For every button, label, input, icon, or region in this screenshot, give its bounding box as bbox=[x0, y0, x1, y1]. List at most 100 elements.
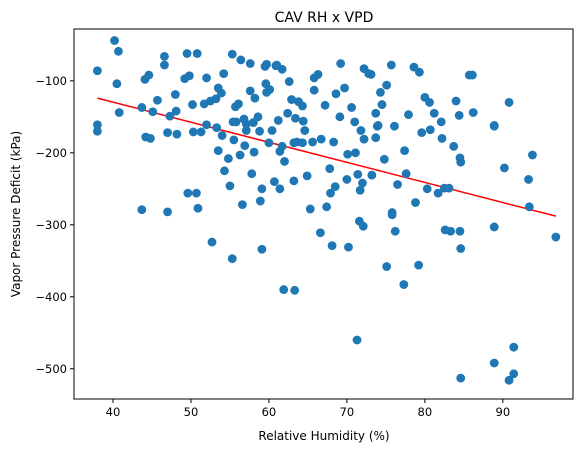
data-point bbox=[436, 117, 446, 127]
data-point bbox=[509, 342, 519, 352]
data-point bbox=[280, 157, 289, 166]
data-point bbox=[353, 170, 363, 179]
data-point bbox=[358, 221, 368, 231]
data-point bbox=[283, 108, 293, 118]
y-axis-ticks: −500 −400 −300 −200 −100 bbox=[35, 74, 74, 376]
data-point bbox=[165, 111, 175, 121]
data-point bbox=[468, 70, 477, 80]
data-point bbox=[425, 98, 434, 107]
data-point bbox=[269, 177, 279, 187]
data-point bbox=[444, 183, 454, 193]
data-point bbox=[250, 93, 260, 103]
data-point bbox=[148, 107, 158, 117]
data-point bbox=[160, 51, 169, 61]
data-point bbox=[188, 127, 198, 137]
data-point bbox=[227, 254, 237, 264]
data-point bbox=[390, 226, 400, 236]
data-point bbox=[309, 85, 319, 95]
data-point bbox=[504, 375, 514, 385]
data-point bbox=[456, 244, 466, 253]
data-point bbox=[414, 260, 424, 270]
data-point bbox=[273, 116, 283, 125]
data-point bbox=[240, 141, 250, 151]
data-point bbox=[329, 137, 339, 147]
data-point bbox=[290, 285, 300, 295]
data-point bbox=[92, 126, 102, 136]
data-point bbox=[335, 112, 345, 122]
data-point bbox=[196, 127, 206, 137]
data-point bbox=[355, 185, 365, 195]
data-point bbox=[499, 163, 509, 173]
data-point bbox=[284, 77, 294, 86]
data-point bbox=[171, 106, 181, 116]
data-point bbox=[245, 59, 255, 68]
data-point bbox=[236, 55, 246, 65]
data-point bbox=[401, 169, 411, 179]
data-point bbox=[308, 137, 317, 147]
data-point bbox=[216, 88, 226, 98]
data-point bbox=[229, 135, 239, 145]
data-point bbox=[322, 202, 332, 212]
data-point bbox=[207, 237, 217, 247]
data-point bbox=[342, 175, 352, 184]
data-point bbox=[551, 232, 561, 242]
y-tick-label: −400 bbox=[35, 290, 67, 304]
y-tick-label: −300 bbox=[35, 218, 67, 232]
data-point bbox=[400, 146, 409, 156]
data-point bbox=[489, 358, 499, 368]
data-point bbox=[316, 134, 326, 144]
data-point bbox=[219, 69, 229, 79]
data-point bbox=[183, 188, 193, 198]
data-point bbox=[298, 101, 307, 111]
data-point bbox=[446, 226, 455, 236]
data-point bbox=[220, 166, 229, 176]
data-point bbox=[417, 128, 427, 138]
data-point bbox=[257, 184, 267, 194]
data-point bbox=[344, 242, 353, 252]
data-point bbox=[114, 46, 123, 56]
data-point bbox=[351, 148, 360, 158]
y-tick-label: −100 bbox=[35, 74, 67, 88]
data-point bbox=[182, 49, 192, 58]
data-point bbox=[245, 86, 255, 96]
data-point bbox=[433, 188, 443, 198]
data-point bbox=[192, 49, 202, 58]
data-point bbox=[289, 176, 299, 186]
data-point bbox=[202, 120, 211, 130]
data-point bbox=[302, 171, 312, 181]
data-point bbox=[336, 59, 346, 68]
data-point bbox=[300, 126, 310, 135]
data-point bbox=[255, 126, 264, 136]
data-point bbox=[217, 131, 227, 140]
data-point bbox=[390, 121, 399, 131]
data-point bbox=[456, 157, 466, 167]
x-tick-label: 50 bbox=[184, 405, 199, 419]
data-point bbox=[153, 95, 162, 105]
data-points bbox=[92, 36, 561, 385]
data-point bbox=[137, 205, 147, 215]
data-point bbox=[249, 147, 259, 157]
data-point bbox=[509, 369, 519, 379]
data-point bbox=[382, 80, 392, 90]
data-point bbox=[291, 113, 300, 123]
data-point bbox=[262, 59, 271, 69]
data-point bbox=[298, 138, 307, 148]
data-point bbox=[371, 133, 381, 143]
data-point bbox=[279, 285, 289, 294]
data-point bbox=[327, 241, 337, 251]
data-point bbox=[163, 128, 172, 138]
data-point bbox=[92, 120, 102, 130]
data-point bbox=[455, 226, 465, 236]
data-point bbox=[489, 222, 499, 232]
data-point bbox=[367, 170, 377, 180]
data-point bbox=[137, 103, 147, 112]
data-point bbox=[212, 123, 222, 133]
data-point bbox=[376, 87, 385, 97]
data-point bbox=[504, 98, 514, 107]
data-point bbox=[160, 60, 169, 70]
y-tick-label: −500 bbox=[35, 362, 67, 376]
data-point bbox=[172, 129, 182, 139]
data-point bbox=[313, 69, 323, 79]
data-point bbox=[377, 100, 387, 109]
